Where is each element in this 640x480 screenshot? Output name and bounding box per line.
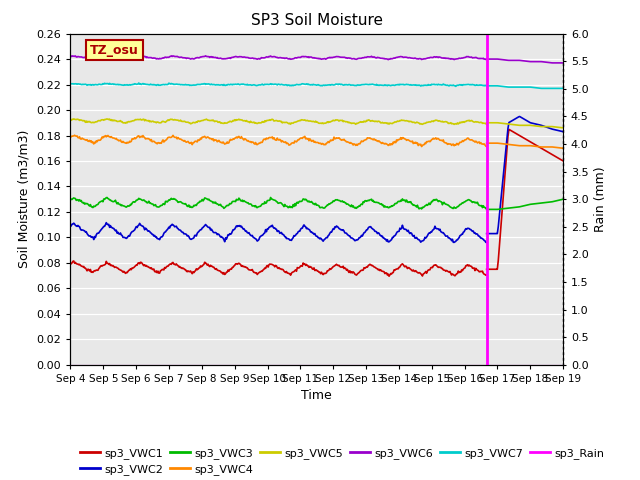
X-axis label: Time: Time xyxy=(301,389,332,402)
Text: TZ_osu: TZ_osu xyxy=(90,44,139,57)
Y-axis label: Rain (mm): Rain (mm) xyxy=(594,167,607,232)
Title: SP3 Soil Moisture: SP3 Soil Moisture xyxy=(251,13,383,28)
Y-axis label: Soil Moisture (m3/m3): Soil Moisture (m3/m3) xyxy=(18,130,31,268)
Legend: sp3_VWC1, sp3_VWC2, sp3_VWC3, sp3_VWC4, sp3_VWC5, sp3_VWC6, sp3_VWC7, sp3_Rain: sp3_VWC1, sp3_VWC2, sp3_VWC3, sp3_VWC4, … xyxy=(76,443,609,480)
